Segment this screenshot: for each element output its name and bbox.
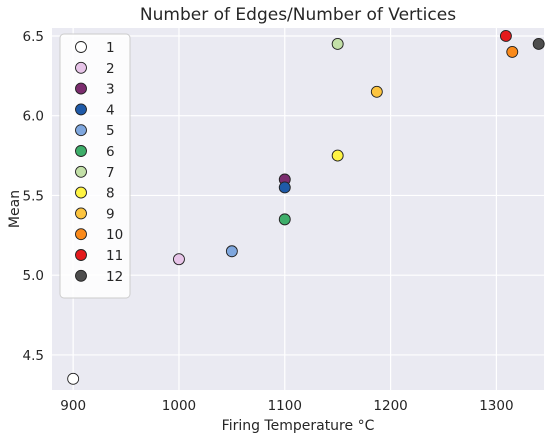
y-axis-label: Mean: [7, 190, 23, 228]
data-point-7: [331, 37, 344, 50]
x-tick-label: 1200: [373, 398, 407, 414]
chart-title: Number of Edges/Number of Vertices: [140, 5, 456, 25]
x-axis-label: Firing Temperature °C: [222, 418, 375, 434]
data-point-2: [173, 253, 185, 266]
y-tick-label: 5.5: [23, 188, 44, 204]
y-tick-label: 6.5: [23, 29, 44, 45]
legend-label-6: 6: [106, 144, 115, 160]
legend-marker-3: [75, 82, 87, 95]
y-tick-label: 4.5: [23, 348, 44, 364]
legend-label-9: 9: [106, 206, 115, 222]
data-point-1: [67, 372, 80, 385]
data-point-9: [370, 85, 383, 98]
legend-marker-5: [75, 124, 87, 137]
y-tick-label: 6.0: [23, 109, 44, 125]
legend-marker-10: [75, 228, 87, 241]
data-point-6: [278, 213, 291, 226]
legend-label-4: 4: [106, 102, 115, 118]
legend-label-1: 1: [106, 40, 115, 56]
x-tick-label: 1300: [479, 398, 513, 414]
y-tick-labels: 4.5 5.0 5.5 6.0 6.5: [23, 29, 44, 364]
legend-marker-7: [75, 165, 87, 178]
legend-marker-12: [75, 269, 87, 282]
data-point-10: [506, 45, 519, 58]
data-point-5: [225, 245, 238, 258]
grid-lines: [52, 28, 544, 390]
x-tick-label: 1000: [162, 398, 196, 414]
legend-label-12: 12: [106, 269, 123, 285]
legend-marker-4: [75, 103, 87, 116]
y-tick-label: 5.0: [23, 268, 44, 284]
legend-marker-1: [75, 41, 87, 53]
legend-marker-6: [75, 145, 87, 157]
legend-label-10: 10: [106, 227, 123, 243]
x-tick-labels: 900 1000 1100 1200 1300: [60, 398, 513, 414]
data-point-12: [532, 37, 545, 50]
legend-marker-2: [75, 61, 87, 74]
legend-marker-11: [75, 249, 87, 261]
legend-marker-9: [75, 207, 87, 220]
plot-background: [52, 28, 544, 390]
legend-label-3: 3: [106, 82, 115, 98]
legend-label-7: 7: [106, 165, 115, 181]
data-points: [67, 30, 545, 385]
legend-label-8: 8: [106, 186, 115, 202]
legend-label-11: 11: [106, 248, 123, 264]
data-point-4: [278, 181, 291, 194]
legend-marker-8: [75, 186, 87, 199]
x-tick-label: 900: [60, 398, 86, 414]
x-tick-label: 1100: [268, 398, 302, 414]
data-point-11: [499, 30, 512, 42]
data-point-8: [331, 149, 344, 162]
legend-label-2: 2: [106, 61, 115, 77]
legend-label-5: 5: [106, 123, 115, 139]
